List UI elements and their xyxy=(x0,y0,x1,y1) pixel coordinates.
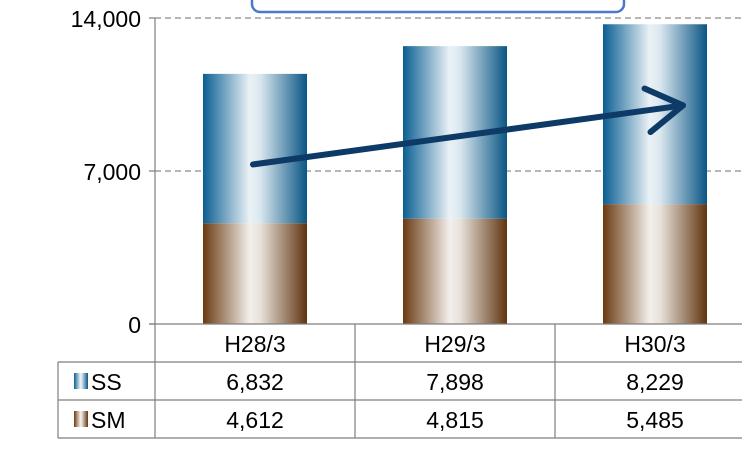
data-label: 6,832 xyxy=(226,369,284,395)
data-label: 5,485 xyxy=(626,407,684,433)
bar-sm-0 xyxy=(203,223,307,324)
x-tick-label: H29/3 xyxy=(424,331,485,357)
axes xyxy=(149,17,742,325)
data-label: 4,612 xyxy=(226,407,284,433)
legend-key-ss xyxy=(74,373,88,389)
x-tick-label: H30/3 xyxy=(624,331,685,357)
y-tick-label: 14,000 xyxy=(71,6,141,32)
data-label: 8,229 xyxy=(626,369,684,395)
data-label: 4,815 xyxy=(426,407,484,433)
y-axis-ticks: 0 7,000 14,000 xyxy=(71,6,141,338)
bar-sm-1 xyxy=(403,218,507,324)
legend-key-sm xyxy=(74,411,88,427)
y-tick-label: 7,000 xyxy=(83,159,141,185)
x-tick-label: H28/3 xyxy=(224,331,285,357)
trend-arrow-head xyxy=(641,85,686,136)
legend-label: SM xyxy=(91,407,126,433)
legend-label: SS xyxy=(91,369,122,395)
bar-sm-2 xyxy=(603,204,707,324)
trend-arrow xyxy=(250,85,686,168)
data-label: 7,898 xyxy=(426,369,484,395)
bar-ss-0 xyxy=(203,73,307,224)
callout-box xyxy=(250,0,626,14)
bars xyxy=(203,24,707,324)
trend-arrow-shaft xyxy=(250,102,686,168)
y-tick-label: 0 xyxy=(128,312,141,338)
data-table: H28/3 H29/3 H30/3 SS 6,832 7,898 8,229 SM 4,612 4… xyxy=(57,324,742,439)
